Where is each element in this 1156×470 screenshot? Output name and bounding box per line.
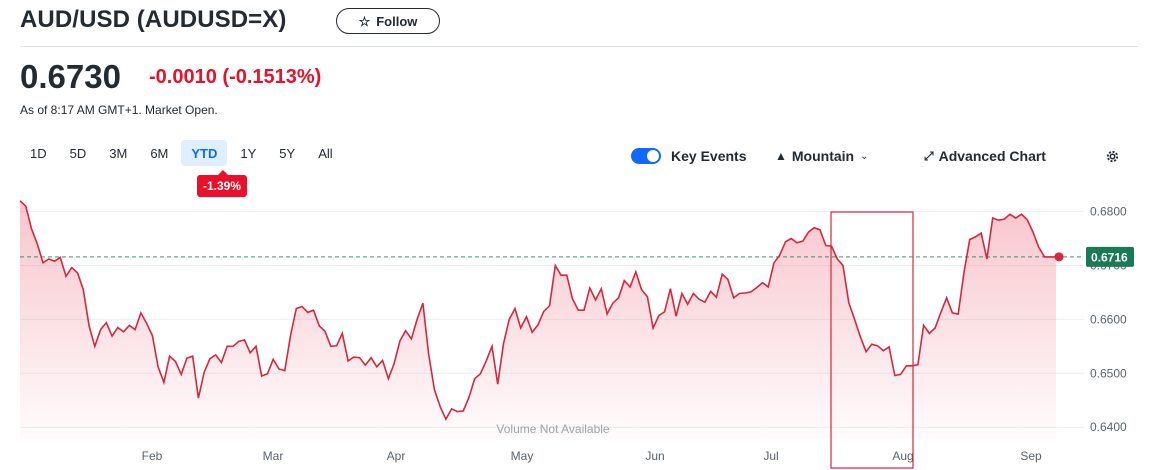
y-tick-label: 0.6400 <box>1090 420 1127 434</box>
tab-1d[interactable]: 1D <box>30 145 47 161</box>
price-area <box>20 200 1056 438</box>
key-events-toggle[interactable] <box>631 148 661 164</box>
header-divider <box>20 46 1138 47</box>
last-price-dot <box>1054 252 1064 262</box>
x-tick-label: Aug <box>892 449 913 463</box>
key-events-control[interactable]: Key Events <box>631 145 746 167</box>
key-events-label: Key Events <box>671 148 747 164</box>
follow-button[interactable]: ☆ Follow <box>336 8 440 34</box>
expand-arrows-icon: ⤢ <box>924 148 934 163</box>
y-tick-label: 0.6800 <box>1090 205 1127 219</box>
x-tick-label: Jul <box>763 449 778 463</box>
x-tick-label: Jun <box>645 449 664 463</box>
gear-icon <box>1106 150 1119 162</box>
x-axis: Feb Mar Apr May Jun Jul Aug Sep <box>142 449 1042 463</box>
x-tick-label: May <box>511 449 534 463</box>
tab-1y[interactable]: 1Y <box>240 145 257 161</box>
chart-type-label: Mountain <box>791 148 855 164</box>
change-value: -0.0010 <box>149 66 217 88</box>
ytd-change-badge: -1.39% <box>197 170 248 197</box>
chevron-down-icon: ⌄ <box>860 150 869 162</box>
tab-6m[interactable]: 6M <box>150 145 169 161</box>
page-title: AUD/USD (AUDUSD=X) <box>20 6 287 33</box>
x-tick-label: Sep <box>1020 449 1042 463</box>
current-price: 0.6730 <box>20 58 121 95</box>
range-tabs: 1D 5D 3M 6M YTD 1Y 5Y All <box>20 140 346 166</box>
tab-3m[interactable]: 3M <box>109 145 128 161</box>
chart-settings-button[interactable] <box>1105 145 1120 167</box>
tab-all[interactable]: All <box>318 145 333 161</box>
star-icon: ☆ <box>358 13 371 29</box>
advanced-chart-label: Advanced Chart <box>938 148 1046 164</box>
volume-note: Volume Not Available <box>496 422 610 436</box>
tab-5d[interactable]: 5D <box>69 145 87 161</box>
y-tick-label: 0.6600 <box>1090 312 1127 326</box>
toggle-knob <box>647 150 659 162</box>
highlight-box <box>830 211 914 469</box>
follow-label: Follow <box>376 13 418 29</box>
reference-price-label: 0.6716 <box>1086 246 1134 267</box>
x-tick-label: Feb <box>142 449 163 463</box>
x-tick-label: Apr <box>387 449 406 463</box>
market-status: As of 8:17 AM GMT+1. Market Open. <box>20 103 218 117</box>
price-change: -0.0010 (-0.1513%) <box>149 66 321 89</box>
reference-price-text: 0.6716 <box>1091 250 1128 264</box>
y-tick-label: 0.6500 <box>1090 366 1127 380</box>
mountain-icon: ▲ <box>775 149 787 163</box>
tab-ytd[interactable]: YTD <box>181 140 228 166</box>
change-percent: (-0.1513%) <box>222 66 322 88</box>
price-line <box>19 200 1056 421</box>
x-tick-label: Mar <box>263 449 284 463</box>
advanced-chart-button[interactable]: ⤢ Advanced Chart <box>924 145 1046 167</box>
tab-5y[interactable]: 5Y <box>279 145 296 161</box>
chart-type-dropdown[interactable]: ▲ Mountain ⌄ <box>775 145 869 167</box>
